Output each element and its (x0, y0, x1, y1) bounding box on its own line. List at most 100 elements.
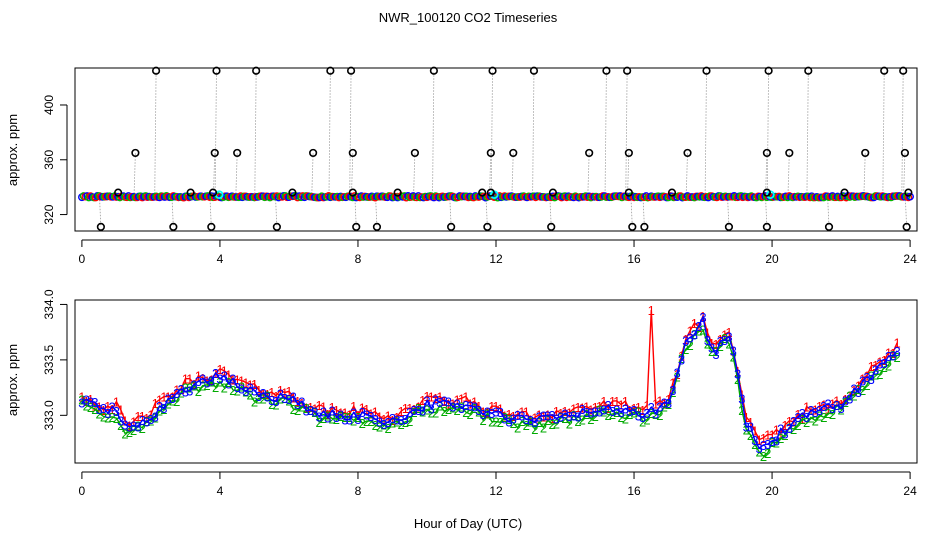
series-3-marker: 3 (290, 390, 297, 405)
series-2-marker: 2 (259, 391, 266, 406)
bottom-y-tick-label: 333.5 (42, 345, 56, 375)
series-3-marker: 3 (311, 404, 318, 419)
series-3-marker: 3 (238, 382, 245, 397)
series-3-marker: 3 (708, 340, 715, 355)
series-2-marker: 2 (794, 418, 801, 433)
series-1-marker: 1 (665, 392, 672, 407)
series-3-marker: 3 (294, 397, 301, 412)
series-1-marker: 1 (380, 412, 387, 427)
series-1-marker: 1 (277, 383, 284, 398)
series-2-marker: 2 (523, 418, 530, 433)
series-1-marker: 1 (596, 399, 603, 414)
series-2-marker: 2 (872, 368, 879, 383)
series-3-marker: 3 (143, 415, 150, 430)
outlier-connector (704, 70, 707, 197)
series-1-marker: 1 (829, 396, 836, 411)
outlier-point (410, 148, 420, 158)
series-2-marker: 2 (363, 414, 370, 429)
series-2-marker: 2 (108, 410, 115, 425)
series-2-marker: 2 (674, 370, 681, 385)
series-1-marker: 1 (704, 325, 711, 340)
series-3-marker: 3 (324, 410, 331, 425)
outlier-point (486, 188, 495, 197)
series-1-marker: 1 (661, 397, 668, 412)
series-2-marker: 2 (298, 400, 305, 415)
outlier-point (764, 66, 773, 75)
outlier-point (233, 148, 242, 158)
outlier-connector (766, 70, 770, 197)
series-1-marker: 1 (816, 399, 823, 414)
series-3-marker: 3 (203, 375, 210, 390)
outlier-point (478, 188, 487, 197)
outlier-point (785, 148, 794, 158)
series-3-marker: 3 (553, 411, 560, 426)
series-3-marker: 3 (234, 380, 241, 395)
series-3-marker: 3 (600, 402, 607, 417)
series-2-marker: 2 (518, 414, 525, 429)
series-1-marker: 1 (108, 402, 115, 417)
series-2-marker: 2 (699, 323, 706, 338)
series-2-marker: 2 (117, 418, 124, 433)
series-3-marker: 3 (868, 372, 875, 387)
series-3-marker: 3 (617, 405, 624, 420)
series-2-marker: 2 (169, 394, 176, 409)
series-1-marker: 1 (285, 384, 292, 399)
outlier-connector (328, 70, 331, 197)
series-1-marker: 1 (471, 394, 478, 409)
series-3-marker: 3 (467, 399, 474, 414)
series-3-marker: 3 (717, 334, 724, 349)
series-1-marker: 1 (751, 424, 758, 439)
series-1-marker: 1 (725, 325, 732, 340)
series-2-marker: 2 (428, 405, 435, 420)
series-2-marker: 2 (548, 417, 555, 432)
series-2-marker: 2 (285, 393, 292, 408)
series-3-marker: 3 (126, 420, 133, 435)
series-3-marker: 3 (510, 411, 517, 426)
outlier-connector (485, 196, 488, 227)
series-2-marker: 2 (609, 407, 616, 422)
series-3-marker: 3 (505, 415, 512, 430)
series-2-marker: 2 (268, 397, 275, 412)
series-2-marker: 2 (686, 338, 693, 353)
series-2-marker: 2 (471, 401, 478, 416)
outlier-connector (209, 196, 212, 227)
series-1-marker: 1 (316, 398, 323, 413)
series-1-marker: 1 (825, 402, 832, 417)
outlier-connector (254, 70, 257, 197)
outlier-connector (99, 196, 102, 227)
x-axis-label: Hour of Day (UTC) (414, 516, 522, 531)
series-3-marker: 3 (622, 402, 629, 417)
series-1-marker: 1 (333, 403, 340, 418)
series-3-point (83, 192, 91, 200)
series-3-marker: 3 (177, 382, 184, 397)
series-2-marker: 2 (139, 421, 146, 436)
outlier-connector (765, 196, 768, 227)
series-3-marker: 3 (738, 392, 745, 407)
series-3-marker: 3 (557, 409, 564, 424)
series-3-marker: 3 (669, 383, 676, 398)
series-3-marker: 3 (251, 383, 258, 398)
series-1-marker: 1 (639, 403, 646, 418)
series-3-marker: 3 (635, 409, 642, 424)
series-3-point (124, 192, 133, 200)
series-2-marker: 2 (712, 344, 719, 359)
series-3-marker: 3 (410, 403, 417, 418)
outlier-connector (275, 196, 278, 227)
series-1-marker: 1 (264, 387, 271, 402)
series-1-marker: 1 (859, 371, 866, 386)
series-3-marker: 3 (837, 401, 844, 416)
outlier-point (624, 148, 633, 158)
series-3-marker: 3 (363, 407, 370, 422)
series-3-marker: 3 (630, 403, 637, 418)
series-2-marker: 2 (234, 383, 241, 398)
series-2-marker: 2 (531, 422, 538, 437)
series-2-marker: 2 (514, 421, 521, 436)
series-1-marker: 1 (203, 374, 210, 389)
series-2-marker: 2 (221, 380, 228, 395)
series-1-marker: 1 (363, 402, 370, 417)
series-1-marker: 1 (876, 355, 883, 370)
series-1-marker: 1 (855, 378, 862, 393)
series-3-marker: 3 (695, 319, 702, 334)
series-3-marker: 3 (454, 397, 461, 412)
series-1-marker: 1 (717, 332, 724, 347)
